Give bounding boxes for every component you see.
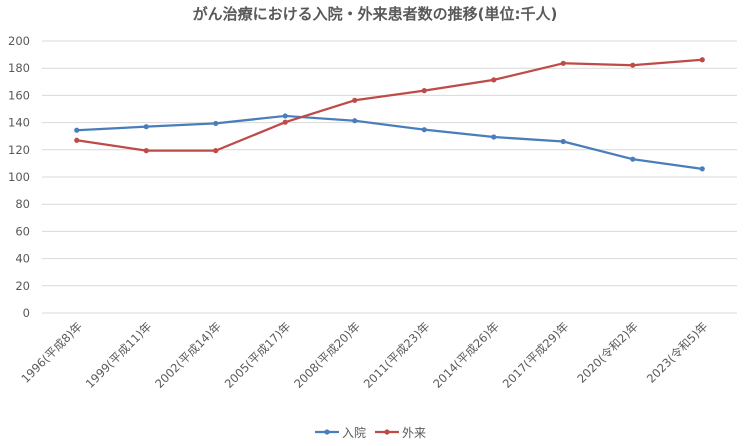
x-tick-label: 2020(令和2)年 (574, 319, 641, 386)
legend-marker (384, 429, 390, 435)
y-tick-label: 60 (15, 224, 30, 238)
x-tick-label: 2011(平成23)年 (361, 319, 433, 391)
legend-label: 入院 (342, 426, 366, 440)
legend-marker (324, 429, 330, 435)
y-tick-label: 140 (8, 116, 30, 130)
y-tick-label: 80 (15, 197, 30, 211)
data-point (699, 57, 705, 63)
legend-item-1: 入院 (315, 426, 366, 440)
data-point (699, 166, 705, 172)
y-tick-label: 120 (8, 143, 30, 157)
legend-item-2: 外来 (375, 426, 426, 440)
data-point (143, 148, 149, 154)
data-point (282, 119, 288, 125)
data-point (74, 137, 80, 143)
y-tick-label: 0 (23, 306, 30, 320)
y-axis: 0 20 40 60 80 100 120 140 160 180 200 (8, 34, 30, 320)
x-tick-label: 2008(平成20)年 (291, 319, 363, 391)
data-point (143, 124, 149, 130)
x-axis: 1996(平成8)年1999(平成11)年2002(平成14)年2005(平成1… (18, 319, 710, 391)
x-tick-label: 1999(平成11)年 (83, 319, 155, 391)
data-point (421, 88, 427, 94)
x-tick-label: 2023(令和5)年 (644, 319, 711, 386)
y-tick-label: 180 (8, 61, 30, 75)
x-tick-label: 2005(平成17)年 (222, 319, 294, 391)
x-tick-label: 2002(平成14)年 (152, 319, 224, 391)
legend: 入院 外来 (315, 426, 426, 440)
data-point (560, 138, 566, 145)
series-lines (74, 57, 705, 172)
data-point (213, 148, 219, 154)
data-point (352, 97, 358, 103)
y-tick-label: 160 (8, 88, 30, 102)
chart-title: がん治療における入院・外来患者数の推移(単位:千人) (193, 5, 558, 23)
x-tick-label: 2014(平成26)年 (430, 319, 502, 391)
data-point (74, 127, 80, 133)
y-tick-label: 40 (15, 252, 30, 266)
y-tick-label: 20 (15, 279, 30, 293)
data-point (630, 156, 636, 162)
data-point (421, 127, 427, 133)
y-tick-label: 200 (8, 34, 30, 48)
x-tick-label: 2017(平成29)年 (500, 319, 572, 391)
data-point (491, 77, 497, 83)
data-point (560, 60, 566, 66)
gridlines (42, 40, 737, 314)
y-tick-label: 100 (8, 170, 30, 184)
x-tick-label: 1996(平成8)年 (18, 319, 85, 386)
data-point (352, 118, 358, 124)
data-point (491, 134, 497, 140)
legend-label: 外来 (402, 426, 426, 440)
series-line-1 (76, 114, 703, 170)
data-point (282, 113, 288, 119)
series-line-2 (76, 58, 703, 152)
data-point (213, 120, 219, 127)
data-point (630, 62, 636, 68)
